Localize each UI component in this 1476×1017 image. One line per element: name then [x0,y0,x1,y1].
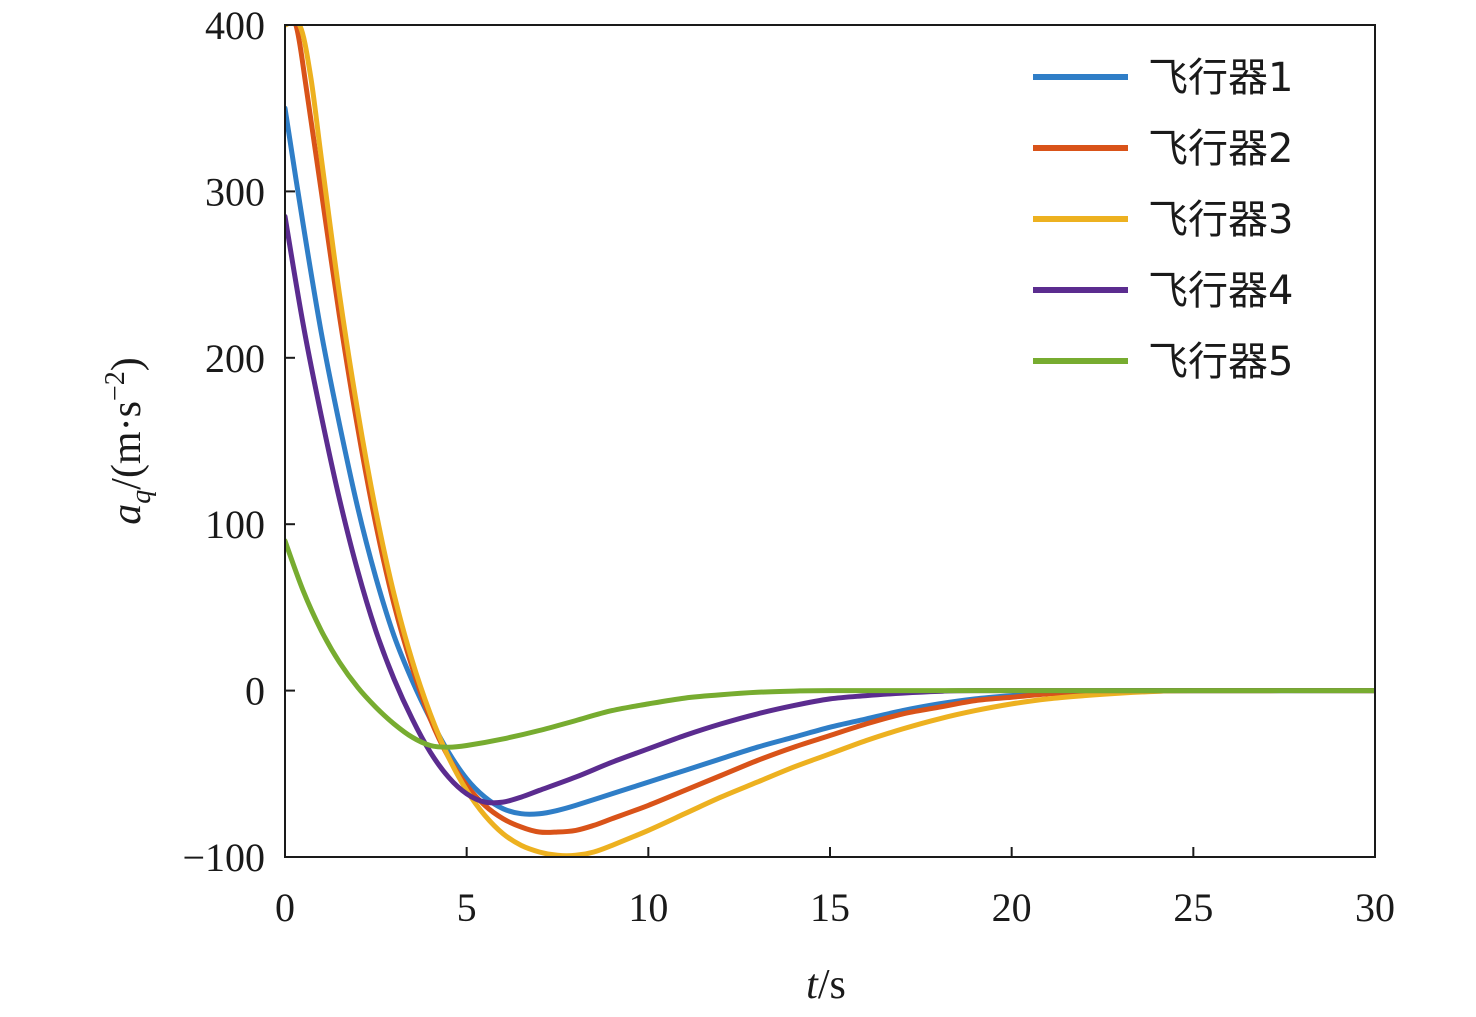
series-line-3 [285,25,1375,857]
y-tick-label: 400 [205,3,265,48]
series-layer [285,25,1375,857]
x-axis: 0 5 10 15 20 25 30 [275,847,1395,930]
x-axis-title: t/s [806,962,846,1008]
series-line-2 [285,25,1375,835]
series-line-5 [285,538,1375,750]
x-tick-label: 15 [810,885,850,930]
x-tick-label: 5 [457,885,477,930]
x-tick-label: 30 [1355,885,1395,930]
x-tick-label: 25 [1173,885,1213,930]
legend: 飞行器1 飞行器2 飞行器3 飞行器4 飞行器5 [1033,55,1293,385]
y-tick-label: −100 [182,835,265,880]
legend-label-4: 飞行器4 [1148,268,1293,314]
legend-label-5: 飞行器5 [1148,339,1293,385]
y-axis: −100 0 100 200 300 400 [182,3,295,880]
x-tick-label: 0 [275,885,295,930]
x-tick-label: 20 [992,885,1032,930]
y-tick-label: 200 [205,336,265,381]
y-tick-label: 0 [245,669,265,714]
y-tick-label: 100 [205,502,265,547]
legend-label-3: 飞行器3 [1148,197,1293,243]
svg-text:aq/(m·s−2): aq/(m·s−2) [100,357,157,524]
y-axis-title: aq/(m·s−2) [100,357,157,524]
y-tick-label: 300 [205,169,265,214]
legend-label-2: 飞行器2 [1148,126,1293,172]
legend-label-1: 飞行器1 [1148,55,1293,101]
x-tick-label: 10 [628,885,668,930]
